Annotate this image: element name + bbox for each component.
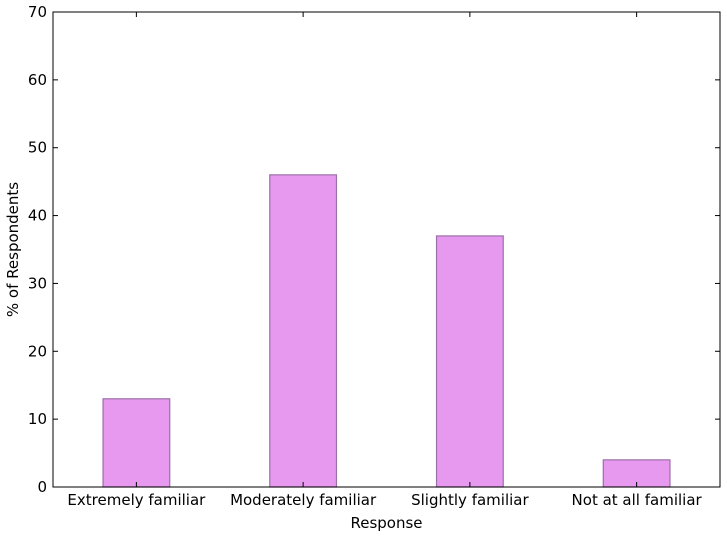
y-tick-label: 40 bbox=[28, 207, 47, 225]
bar-moderately-familiar bbox=[269, 174, 338, 488]
x-tick-labels: Extremely familiar Moderately familiar Sli… bbox=[67, 491, 702, 509]
y-tick-labels: 0 10 20 30 40 50 60 70 bbox=[28, 3, 47, 496]
y-tick-label: 10 bbox=[28, 410, 47, 428]
y-tick-label: 0 bbox=[37, 478, 47, 496]
y-tick-label: 20 bbox=[28, 342, 47, 360]
ticks-group bbox=[53, 11, 720, 488]
x-tick-label: Slightly familiar bbox=[411, 491, 529, 509]
x-tick-label: Not at all familiar bbox=[572, 491, 703, 509]
bar-slightly-familiar bbox=[435, 235, 504, 488]
x-tick-label: Extremely familiar bbox=[67, 491, 206, 509]
plot-frame bbox=[52, 11, 721, 488]
x-axis-label: Response bbox=[350, 514, 422, 532]
y-axis-label: % of Respondents bbox=[4, 182, 22, 317]
bar-extremely-familiar bbox=[102, 398, 171, 488]
x-tick-label: Moderately familiar bbox=[230, 491, 377, 509]
y-tick-label: 30 bbox=[28, 274, 47, 292]
bars-group bbox=[102, 174, 671, 488]
y-tick-label: 50 bbox=[28, 139, 47, 157]
y-tick-label: 70 bbox=[28, 3, 47, 21]
y-tick-label: 60 bbox=[28, 71, 47, 89]
